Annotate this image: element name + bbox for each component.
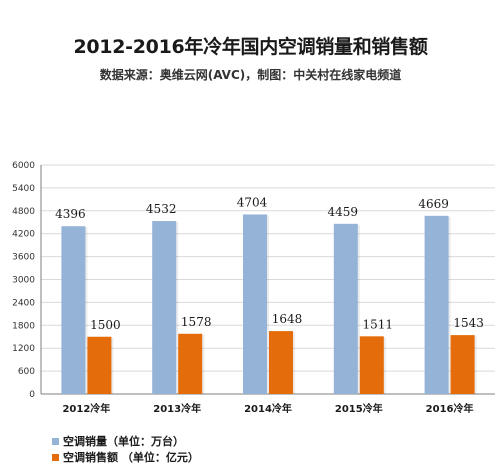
y-tick-label: 1800 (12, 321, 35, 331)
data-label: 1511 (363, 317, 394, 331)
bar-sales-amount (450, 335, 475, 394)
data-labels: 4396 1500 4532 1578 4704 1648 4459 1511 4669 1543 (55, 195, 484, 331)
x-tick-label: 2015冷年 (335, 402, 383, 415)
y-tick-label: 0 (29, 390, 35, 400)
bar-sales-volume (333, 223, 358, 394)
x-tick-label: 2013冷年 (153, 402, 201, 415)
legend-label-sales-amount: 空调销售额 （单位：亿元） (63, 451, 199, 464)
legend-swatch-sales-volume (52, 437, 59, 445)
legend-item-sales-volume: 空调销量（单位：万台） (52, 433, 199, 449)
data-label: 4669 (418, 197, 449, 211)
y-tick-label: 6000 (12, 161, 35, 171)
data-label: 4532 (146, 202, 177, 216)
data-label: 4459 (328, 205, 359, 219)
bar-sales-amount (359, 336, 384, 394)
y-tick-label: 4200 (12, 230, 35, 240)
legend: 空调销量（单位：万台） 空调销售额 （单位：亿元） (52, 433, 199, 465)
y-tick-label: 4800 (12, 207, 35, 217)
bar-sales-amount (87, 336, 112, 394)
bar-sales-volume (424, 215, 449, 394)
data-label: 1578 (181, 315, 212, 329)
data-label: 4396 (55, 207, 86, 221)
y-tick-label: 1200 (12, 344, 35, 354)
gridlines (41, 164, 495, 372)
bars (61, 214, 477, 394)
data-label: 1500 (90, 318, 121, 332)
data-label: 1543 (453, 316, 484, 330)
data-label: 1648 (272, 312, 303, 326)
y-tick-label: 5400 (12, 184, 35, 194)
legend-item-sales-amount: 空调销售额 （单位：亿元） (52, 449, 199, 465)
chart-title: 2012-2016年冷年国内空调销量和销售额 (73, 36, 428, 58)
y-tick-label: 3000 (12, 276, 35, 286)
legend-swatch-sales-amount (52, 453, 59, 461)
x-tick-label: 2014冷年 (244, 402, 292, 415)
chart-subtitle: 数据来源：奥维云网(AVC)，制图：中关村在线家电频道 (99, 68, 402, 82)
y-tick-label: 600 (18, 367, 35, 377)
y-tick-label: 3600 (12, 253, 35, 263)
bar-sales-volume (152, 221, 177, 394)
axes: 0 600 1200 1800 2400 3000 3600 4200 4800 5400 6000… (12, 161, 495, 415)
y-tick-label: 2400 (12, 298, 35, 308)
bar-sales-amount (269, 331, 293, 394)
bar-sales-volume (61, 226, 86, 394)
x-tick-label: 2012冷年 (62, 402, 110, 415)
bar-sales-amount (178, 333, 203, 394)
data-label: 4704 (237, 195, 268, 209)
legend-label-sales-volume: 空调销量（单位：万台） (63, 435, 184, 448)
x-tick-label: 2016冷年 (426, 402, 474, 415)
bar-sales-volume (243, 214, 267, 394)
